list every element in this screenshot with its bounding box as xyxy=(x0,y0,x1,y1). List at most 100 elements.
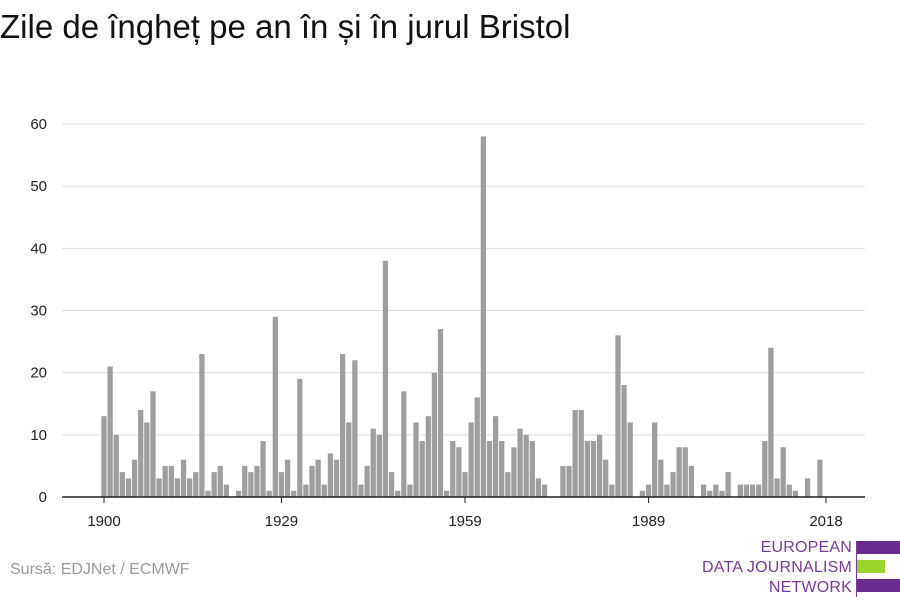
bar-2009 xyxy=(768,347,774,497)
bar-1945 xyxy=(376,434,382,497)
bar-1948 xyxy=(395,490,401,497)
bar-1950 xyxy=(407,484,413,497)
bar-1938 xyxy=(333,459,340,497)
bar-1978 xyxy=(578,409,584,497)
bar-2005 xyxy=(743,484,750,497)
bar-1933 xyxy=(303,484,309,497)
y-tick-label-40: 40 xyxy=(30,240,47,257)
bar-1955 xyxy=(437,329,444,497)
bar-1976 xyxy=(566,465,572,497)
y-tick-label-30: 30 xyxy=(30,303,47,320)
edjnet-logo[interactable]: EUROPEAN DATA JOURNALISM NETWORK xyxy=(700,538,900,598)
bar-1952 xyxy=(419,441,425,497)
bar-1962 xyxy=(480,136,486,497)
bar-1981 xyxy=(596,434,603,497)
bar-2001 xyxy=(719,490,725,497)
x-tick-label-1900: 1900 xyxy=(87,513,120,530)
bar-1956 xyxy=(444,490,450,497)
bar-1984 xyxy=(615,335,621,497)
bar-1929 xyxy=(278,472,285,497)
bar-1909 xyxy=(156,478,162,497)
logo-divider xyxy=(856,541,857,597)
bar-1957 xyxy=(450,441,456,497)
bars xyxy=(101,136,823,497)
bar-1910 xyxy=(162,465,168,497)
bar-1982 xyxy=(603,459,609,497)
bar-1941 xyxy=(352,360,358,497)
bar-1953 xyxy=(425,416,431,497)
bar-2013 xyxy=(792,490,799,497)
logo-bar-bottom xyxy=(857,579,900,592)
logo-line-3: NETWORK xyxy=(768,579,852,596)
bar-1936 xyxy=(321,484,327,497)
bar-1901 xyxy=(107,366,113,497)
bar-1985 xyxy=(621,385,627,497)
chart-title: Zile de îngheț pe an în și în jurul Bris… xyxy=(0,8,571,45)
bar-1980 xyxy=(590,441,597,497)
bar-1951 xyxy=(413,422,419,497)
bar-2010 xyxy=(774,478,780,497)
bar-1915 xyxy=(193,472,199,497)
bar-1991 xyxy=(658,459,664,497)
bar-2011 xyxy=(780,447,786,497)
bar-1989 xyxy=(645,484,652,497)
bar-1958 xyxy=(456,447,462,497)
bar-1922 xyxy=(235,490,242,497)
y-tick-label-0: 0 xyxy=(39,489,47,506)
bar-1902 xyxy=(113,434,119,497)
bar-1927 xyxy=(266,490,272,497)
bar-1942 xyxy=(358,484,364,497)
bar-1986 xyxy=(627,422,633,497)
bar-1975 xyxy=(560,465,566,497)
bar-1993 xyxy=(670,472,676,497)
bar-1908 xyxy=(150,391,156,497)
bar-1924 xyxy=(248,472,254,497)
bar-1959 xyxy=(462,472,468,497)
bar-1923 xyxy=(242,465,248,497)
logo-line-2: DATA JOURNALISM xyxy=(702,559,852,576)
bar-1931 xyxy=(291,490,297,497)
bar-1913 xyxy=(180,459,187,497)
bar-1994 xyxy=(676,447,682,497)
bar-1934 xyxy=(309,465,315,497)
x-tick-label-1929: 1929 xyxy=(265,513,298,530)
bar-2002 xyxy=(725,472,731,497)
bar-1914 xyxy=(187,478,193,497)
x-tick-label-2018: 2018 xyxy=(809,513,842,530)
bar-1925 xyxy=(254,465,260,497)
bar-1918 xyxy=(211,472,217,497)
bar-2007 xyxy=(756,484,762,497)
bar-1992 xyxy=(664,484,670,497)
x-tick-label-1959: 1959 xyxy=(448,513,481,530)
bar-1963 xyxy=(486,441,493,497)
y-tick-label-50: 50 xyxy=(30,178,47,195)
y-tick-label-60: 60 xyxy=(30,116,47,133)
bar-1906 xyxy=(138,409,144,497)
bar-2017 xyxy=(817,459,823,497)
y-tick-label-20: 20 xyxy=(30,365,47,382)
bar-2008 xyxy=(762,441,768,497)
gridlines xyxy=(62,123,865,436)
bar-1979 xyxy=(584,441,590,497)
bar-1911 xyxy=(168,465,174,497)
bar-2012 xyxy=(786,484,792,497)
bar-1928 xyxy=(272,316,278,497)
bar-1903 xyxy=(119,472,125,497)
bar-2004 xyxy=(737,484,743,497)
bar-1919 xyxy=(217,465,223,497)
bar-1965 xyxy=(499,441,505,497)
bar-1995 xyxy=(682,447,688,497)
logo-text: EUROPEAN DATA JOURNALISM NETWORK xyxy=(702,538,852,598)
bar-1943 xyxy=(364,465,370,497)
bar-1968 xyxy=(517,428,523,497)
y-axis-tick-labels: 0 10 20 30 40 50 60 xyxy=(30,116,47,506)
bar-1964 xyxy=(492,416,499,497)
bar-1932 xyxy=(297,378,303,497)
bar-1912 xyxy=(174,478,181,497)
bar-1999 xyxy=(707,490,713,497)
bar-1905 xyxy=(131,459,138,497)
bar-2000 xyxy=(713,484,719,497)
bar-1926 xyxy=(260,441,266,497)
x-tick-label-1989: 1989 xyxy=(632,513,665,530)
